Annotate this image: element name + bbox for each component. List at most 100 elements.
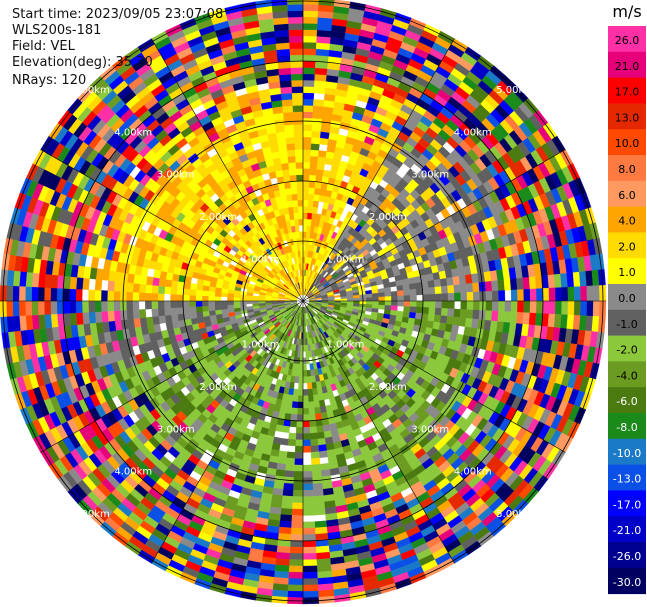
velocity-gate bbox=[63, 313, 71, 327]
velocity-gate bbox=[566, 314, 575, 330]
velocity-gate bbox=[422, 294, 430, 302]
velocity-gate bbox=[447, 308, 455, 317]
velocity-gate bbox=[284, 413, 292, 421]
velocity-gate bbox=[309, 174, 317, 182]
velocity-gate bbox=[25, 286, 33, 302]
velocity-gate bbox=[158, 278, 166, 287]
velocity-gate bbox=[316, 162, 325, 171]
velocity-gate bbox=[18, 300, 26, 317]
velocity-gate bbox=[285, 406, 292, 415]
velocity-gate bbox=[189, 300, 196, 308]
velocity-gate bbox=[302, 73, 316, 81]
velocity-gate bbox=[378, 296, 386, 302]
velocity-gate bbox=[69, 276, 78, 290]
velocity-gate bbox=[31, 314, 40, 330]
velocity-gate bbox=[138, 292, 146, 302]
velocity-gate bbox=[308, 401, 315, 409]
velocity-gate bbox=[302, 565, 318, 573]
velocity-gate bbox=[567, 286, 575, 302]
velocity-gate bbox=[592, 300, 600, 317]
velocity-gate bbox=[428, 286, 436, 295]
velocity-gate bbox=[466, 283, 474, 293]
velocity-gate bbox=[314, 520, 327, 529]
velocity-gate bbox=[318, 444, 327, 452]
velocity-gate bbox=[314, 406, 321, 415]
velocity-gate bbox=[365, 307, 373, 313]
velocity-gate bbox=[410, 300, 417, 308]
velocity-gate bbox=[183, 282, 191, 290]
velocity-gate bbox=[312, 200, 319, 208]
velocity-gate bbox=[315, 545, 330, 554]
velocity-gate bbox=[158, 315, 166, 324]
velocity-gate bbox=[290, 407, 298, 415]
velocity-gate bbox=[94, 289, 102, 302]
velocity-gate bbox=[302, 42, 317, 49]
velocity-gate bbox=[164, 279, 173, 288]
velocity-gate bbox=[459, 283, 468, 293]
velocity-gate bbox=[316, 431, 325, 440]
velocity-gate bbox=[63, 275, 71, 289]
velocity-gate bbox=[288, 559, 304, 567]
velocity-gate bbox=[302, 54, 317, 62]
velocity-gate bbox=[31, 272, 40, 288]
velocity-gate bbox=[491, 280, 499, 292]
velocity-gate bbox=[233, 297, 241, 302]
velocity-gate bbox=[428, 293, 436, 302]
velocity-gate bbox=[302, 111, 314, 119]
velocity-gate bbox=[302, 540, 317, 548]
velocity-gate bbox=[447, 300, 455, 310]
velocity-gate bbox=[302, 155, 311, 163]
velocity-gate bbox=[302, 426, 311, 434]
velocity-gate bbox=[298, 382, 304, 390]
velocity-gate bbox=[100, 290, 108, 302]
velocity-gate bbox=[309, 420, 317, 428]
velocity-gate bbox=[138, 309, 147, 319]
velocity-gate bbox=[403, 306, 411, 313]
velocity-gate bbox=[289, 420, 297, 428]
velocity-gate bbox=[310, 451, 320, 459]
velocity-gate bbox=[302, 161, 311, 169]
velocity-gate bbox=[288, 571, 304, 579]
velocity-gate bbox=[313, 99, 325, 107]
velocity-gate bbox=[548, 300, 556, 315]
velocity-gate bbox=[440, 308, 449, 317]
velocity-gate bbox=[288, 565, 304, 573]
velocity-gate bbox=[391, 300, 398, 307]
velocity-gate bbox=[302, 149, 312, 157]
velocity-gate bbox=[311, 464, 321, 472]
velocity-gate bbox=[346, 298, 354, 302]
velocity-gate bbox=[314, 526, 328, 535]
velocity-gate bbox=[311, 470, 322, 478]
velocity-gate bbox=[313, 508, 326, 516]
velocity-gate bbox=[472, 282, 480, 293]
velocity-gate bbox=[547, 313, 556, 328]
velocity-gate bbox=[278, 526, 292, 535]
velocity-gate bbox=[484, 281, 493, 292]
velocity-gate bbox=[183, 306, 191, 314]
velocity-gate bbox=[407, 277, 416, 285]
velocity-gate bbox=[553, 273, 562, 288]
velocity-gate bbox=[298, 370, 304, 377]
velocity-gate bbox=[88, 300, 96, 313]
velocity-gate bbox=[302, 445, 312, 453]
velocity-gate bbox=[528, 312, 537, 326]
velocity-gate bbox=[302, 571, 318, 579]
velocity-gate bbox=[397, 290, 405, 297]
velocity-gate bbox=[214, 300, 222, 306]
velocity-gate bbox=[145, 316, 154, 326]
velocity-gate bbox=[293, 464, 304, 472]
velocity-gate bbox=[497, 279, 505, 291]
velocity-gate bbox=[157, 300, 165, 309]
velocity-gate bbox=[82, 277, 90, 290]
velocity-gate bbox=[208, 300, 215, 307]
velocity-gate bbox=[522, 312, 531, 325]
velocity-gate bbox=[408, 312, 417, 319]
velocity-gate bbox=[302, 4, 319, 12]
velocity-gate bbox=[473, 291, 480, 302]
velocity-gate bbox=[384, 291, 392, 297]
velocity-gate bbox=[176, 300, 184, 308]
velocity-gate bbox=[151, 292, 159, 302]
velocity-gate bbox=[145, 276, 154, 286]
velocity-gate bbox=[302, 408, 310, 415]
velocity-gate bbox=[316, 558, 331, 566]
